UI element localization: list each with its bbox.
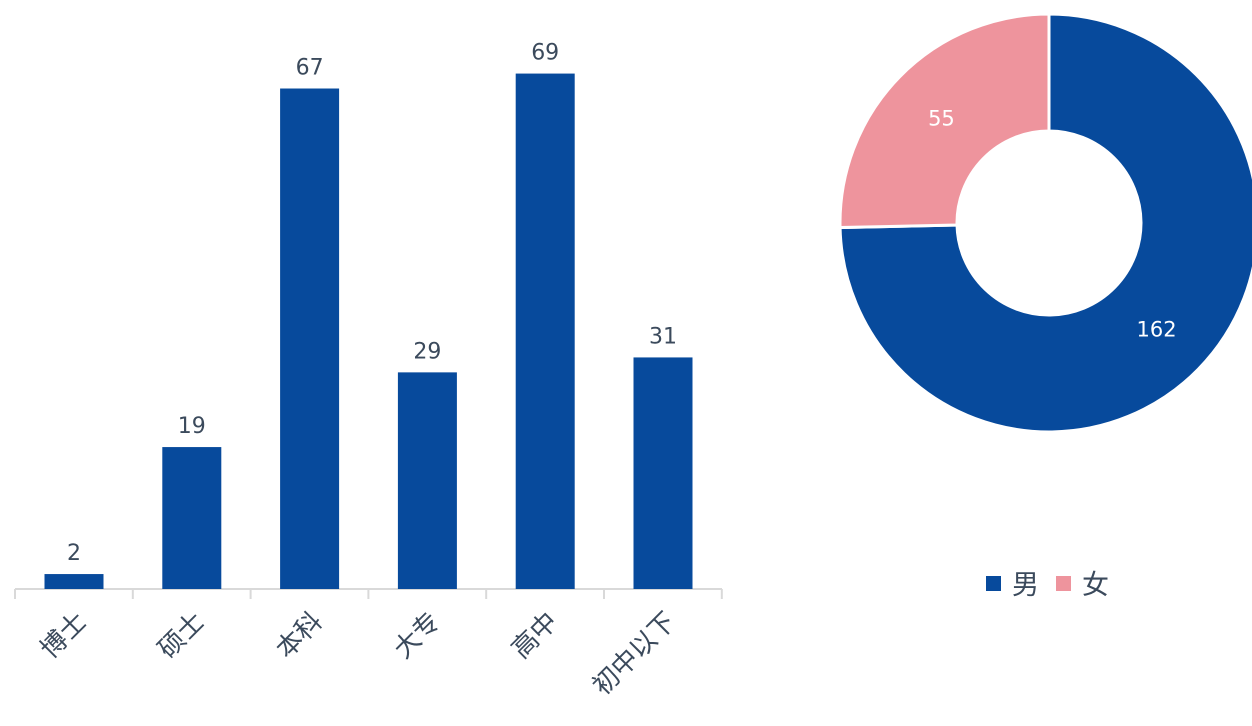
- bar-value-label: 29: [413, 339, 441, 364]
- category-tick-label: 初中以下: [587, 607, 682, 702]
- bar-value-label: 69: [531, 41, 559, 66]
- legend-label: 男: [1012, 570, 1039, 601]
- legend-label: 女: [1082, 570, 1109, 601]
- bar-4: [397, 372, 457, 589]
- legend-swatch: [1056, 576, 1071, 591]
- donut-slice-label: 162: [1137, 317, 1177, 341]
- bar-6: [633, 357, 693, 589]
- category-tick-label: 硕士: [153, 607, 211, 665]
- bar-value-label: 2: [67, 541, 81, 566]
- bar-3: [280, 88, 340, 589]
- education-bar-chart: 2 博士 19 硕士 67 本科 29 大专 69 高中 31 初中以下: [14, 41, 723, 702]
- donut-slice-2: [838, 12, 1051, 230]
- donut-slice-1: [838, 12, 1252, 434]
- bar-1: [44, 574, 104, 589]
- category-tick-label: 大专: [388, 607, 446, 665]
- bar-value-label: 67: [296, 56, 324, 81]
- bar-value-label: 19: [178, 414, 206, 439]
- gender-donut-chart: 162 55: [838, 12, 1252, 434]
- bar-2: [162, 447, 222, 589]
- donut-slice-label: 55: [928, 107, 955, 131]
- category-tick-label: 博士: [35, 607, 93, 665]
- bar-value-label: 31: [649, 324, 677, 349]
- bar-5: [515, 73, 575, 589]
- legend-swatch: [986, 576, 1001, 591]
- category-tick-label: 本科: [271, 607, 329, 665]
- donut-legend: 男女: [986, 570, 1109, 601]
- category-tick-label: 高中: [506, 607, 564, 665]
